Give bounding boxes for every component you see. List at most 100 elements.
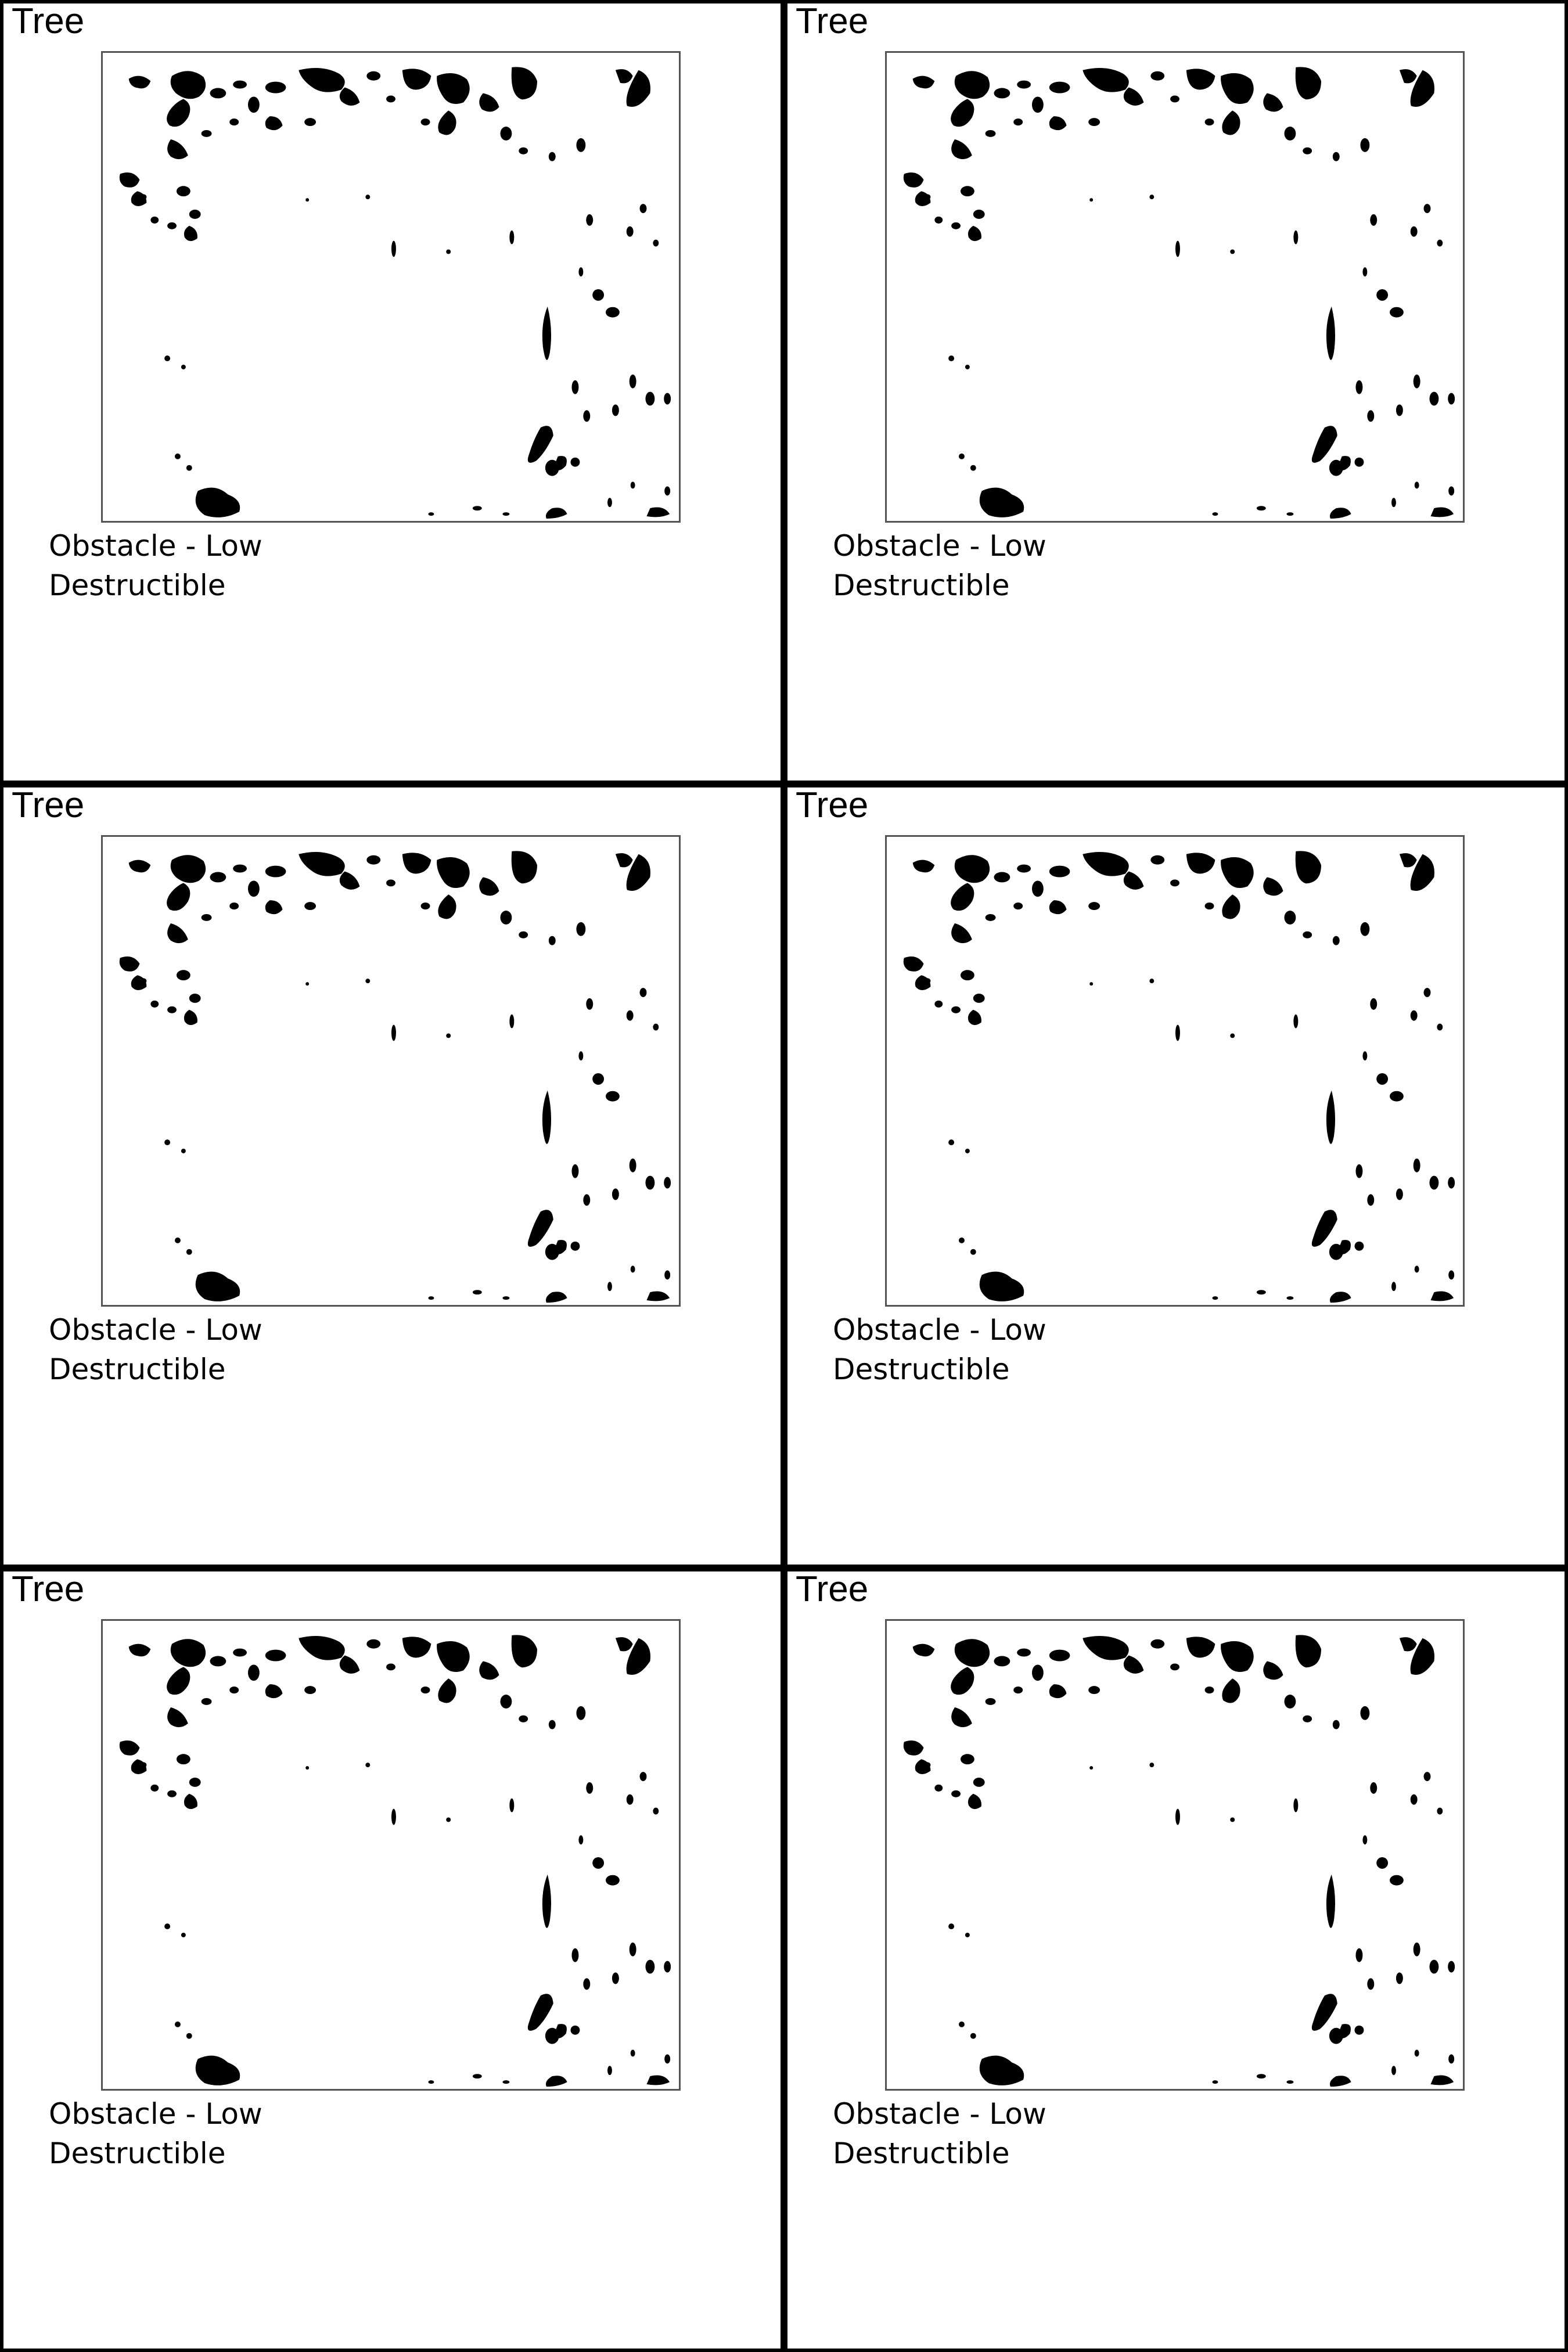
tile-tags: Obstacle - Low Destructible [49, 1310, 262, 1389]
obstacle-blob [903, 1740, 924, 1756]
obstacle-blob [954, 855, 990, 883]
obstacle-blob [233, 864, 247, 873]
obstacle-blob [1329, 1292, 1351, 1303]
obstacle-map[interactable] [885, 835, 1465, 1307]
obstacle-blob [1329, 1243, 1343, 1260]
obstacle-map[interactable] [101, 51, 681, 523]
tile-tags: Obstacle - Low Destructible [49, 2094, 262, 2173]
obstacle-blob [1448, 393, 1455, 405]
obstacle-blob [571, 1948, 579, 1962]
obstacle-blob [1390, 1875, 1404, 1886]
obstacle-blob [615, 853, 633, 868]
obstacle-blob [1329, 2076, 1351, 2087]
obstacle-blob [305, 982, 310, 986]
tile-card-border [784, 784, 1568, 1568]
tile-card-6[interactable]: Tree Obstacle - Low Destructible [784, 1568, 1568, 2352]
obstacle-blob [548, 152, 556, 161]
tile-card-3[interactable]: Tree Obstacle - Low Destructible [0, 784, 784, 1568]
obstacle-blob [664, 1270, 671, 1280]
obstacle-blob [606, 307, 620, 318]
obstacle-blob [1410, 854, 1434, 891]
obstacle-blob [1326, 306, 1336, 360]
obstacle-blob [664, 2054, 671, 2064]
tile-tags: Obstacle - Low Destructible [833, 1310, 1046, 1389]
obstacle-blob [139, 978, 147, 984]
obstacle-blob [1423, 204, 1431, 213]
obstacle-blob [339, 87, 360, 106]
obstacle-blob [973, 209, 985, 219]
tile-card-2[interactable]: Tree Obstacle - Low Destructible [784, 0, 1568, 784]
obstacle-blob [1230, 1033, 1235, 1038]
obstacle-blob [1049, 116, 1067, 131]
obstacle-blob [626, 1010, 634, 1021]
obstacle-blob [960, 1754, 974, 1765]
obstacle-blob [578, 1835, 584, 1845]
obstacle-blob [629, 1158, 636, 1173]
obstacle-blob [1448, 1177, 1455, 1189]
obstacle-blob [948, 1139, 955, 1146]
obstacle-blob [1355, 380, 1363, 394]
obstacle-blob [446, 249, 451, 254]
obstacle-blob [195, 1271, 240, 1301]
obstacle-blob [229, 902, 239, 910]
obstacle-blob [1370, 214, 1378, 226]
obstacle-blob [1399, 1637, 1417, 1652]
obstacle-blob [948, 1923, 955, 1930]
obstacle-blob [247, 880, 260, 897]
obstacle-blob [639, 1772, 647, 1781]
tile-tag-obstacle-level: Obstacle - Low [49, 2097, 262, 2131]
obstacle-blob [994, 1656, 1010, 1667]
obstacle-blob [527, 1210, 553, 1247]
tile-card-4[interactable]: Tree Obstacle - Low Destructible [784, 784, 1568, 1568]
obstacle-blob [934, 1784, 943, 1792]
obstacle-blob [1293, 1014, 1299, 1028]
tile-tag-obstacle-level: Obstacle - Low [833, 1313, 1046, 1347]
obstacle-blob [1362, 1051, 1368, 1061]
obstacle-map[interactable] [885, 51, 1465, 523]
obstacle-blob [201, 130, 212, 137]
obstacle-blob [606, 1091, 620, 1102]
obstacle-blob [1263, 877, 1283, 896]
obstacle-map[interactable] [101, 1619, 681, 2091]
tile-card-1[interactable]: Tree Obstacle - Low Destructible [0, 0, 784, 784]
obstacle-blob [509, 230, 515, 244]
obstacle-blob [1448, 2054, 1455, 2064]
obstacle-blob [265, 116, 283, 131]
obstacle-blob [1329, 508, 1351, 519]
obstacle-blob [645, 391, 655, 406]
obstacle-blob [1429, 1959, 1439, 1974]
obstacle-blob [150, 1784, 159, 1792]
obstacle-blob [1367, 1194, 1375, 1206]
obstacle-blob [994, 872, 1010, 883]
obstacle-blob [186, 2033, 192, 2039]
obstacle-blob [1360, 922, 1370, 936]
obstacle-blob [583, 1978, 591, 1990]
obstacle-blob [150, 216, 159, 224]
obstacle-blob [985, 130, 996, 137]
obstacle-map[interactable] [101, 835, 681, 1307]
tile-tag-destructible: Destructible [833, 569, 1010, 602]
obstacle-blob [164, 1923, 171, 1930]
obstacle-blob [645, 1175, 655, 1190]
obstacle-blob [402, 69, 431, 90]
obstacle-blob [985, 914, 996, 921]
obstacle-blob [923, 1762, 931, 1768]
obstacle-blob [959, 1237, 965, 1243]
obstacle-blob [265, 1649, 286, 1661]
obstacle-blob [229, 1686, 239, 1694]
obstacle-blob [1031, 880, 1044, 897]
obstacle-blob [366, 71, 381, 81]
obstacle-blob [189, 993, 201, 1003]
obstacle-blob [606, 1875, 620, 1886]
obstacle-blob [1222, 894, 1240, 919]
obstacle-blob [479, 93, 499, 112]
obstacle-map[interactable] [885, 1619, 1465, 2091]
obstacle-blob [139, 194, 147, 200]
obstacle-blob [970, 465, 976, 471]
obstacle-blob [519, 931, 528, 938]
tile-card-5[interactable]: Tree Obstacle - Low Destructible [0, 1568, 784, 2352]
obstacle-blob [167, 1006, 177, 1013]
obstacle-blob [1089, 1766, 1094, 1770]
obstacle-blob [1430, 507, 1454, 517]
obstacle-blob [570, 457, 580, 467]
